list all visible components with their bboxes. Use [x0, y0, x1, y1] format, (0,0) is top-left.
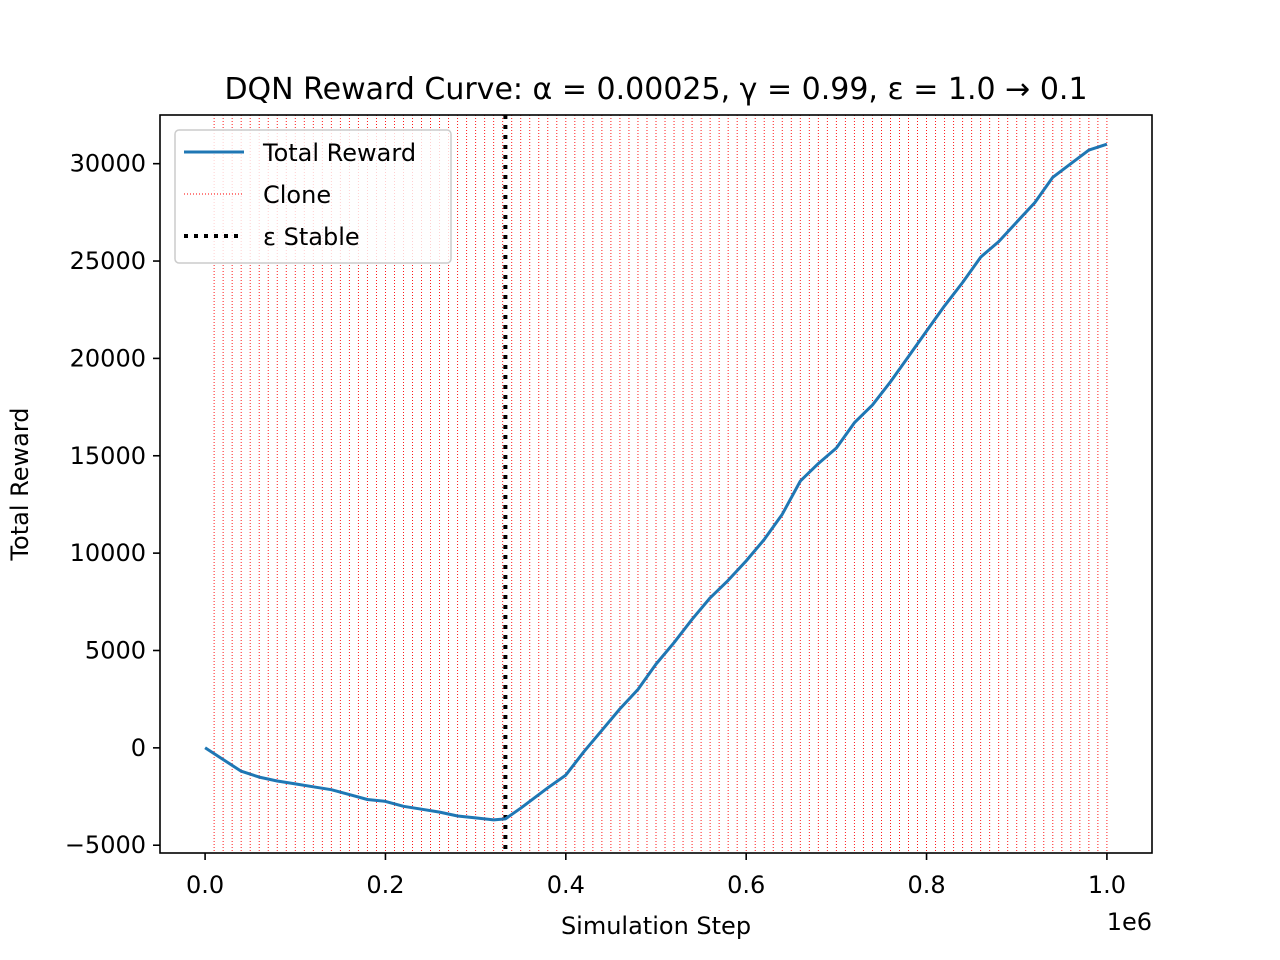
x-tick-label: 0.0: [186, 871, 224, 899]
y-axis-label: Total Reward: [6, 407, 34, 561]
y-axis: −5000 0 5000 10000 15000 20000 25000 30000: [65, 150, 160, 859]
y-tick-label: 30000: [70, 150, 146, 178]
y-tick-label: 0: [131, 734, 146, 762]
x-tick-label: 0.8: [907, 871, 945, 899]
chart-title: DQN Reward Curve: α = 0.00025, γ = 0.99,…: [224, 72, 1087, 107]
legend-box: [174, 129, 452, 264]
x-tick-label: 1.0: [1088, 871, 1126, 899]
legend-label-total-reward: Total Reward: [262, 139, 416, 167]
x-axis-offset-label: 1e6: [1107, 908, 1152, 936]
y-tick-label: 15000: [70, 442, 146, 470]
x-tick-label: 0.6: [727, 871, 765, 899]
legend-label-epsilon-stable: ε Stable: [263, 223, 360, 251]
x-tick-label: 0.4: [547, 871, 585, 899]
x-tick-label: 0.2: [366, 871, 404, 899]
legend: Total Reward Clone ε Stable: [174, 129, 452, 264]
y-tick-label: 25000: [70, 247, 146, 275]
x-axis-label: Simulation Step: [561, 912, 751, 940]
legend-label-clone: Clone: [263, 181, 331, 209]
y-tick-label: 10000: [70, 539, 146, 567]
total-reward-line: [204, 142, 1108, 822]
y-tick-label: −5000: [65, 831, 146, 859]
x-axis: 0.0 0.2 0.4 0.6 0.8 1.0: [186, 853, 1126, 899]
y-tick-label: 20000: [70, 344, 146, 372]
plot-frame: [159, 114, 1153, 854]
y-tick-label: 5000: [85, 636, 146, 664]
